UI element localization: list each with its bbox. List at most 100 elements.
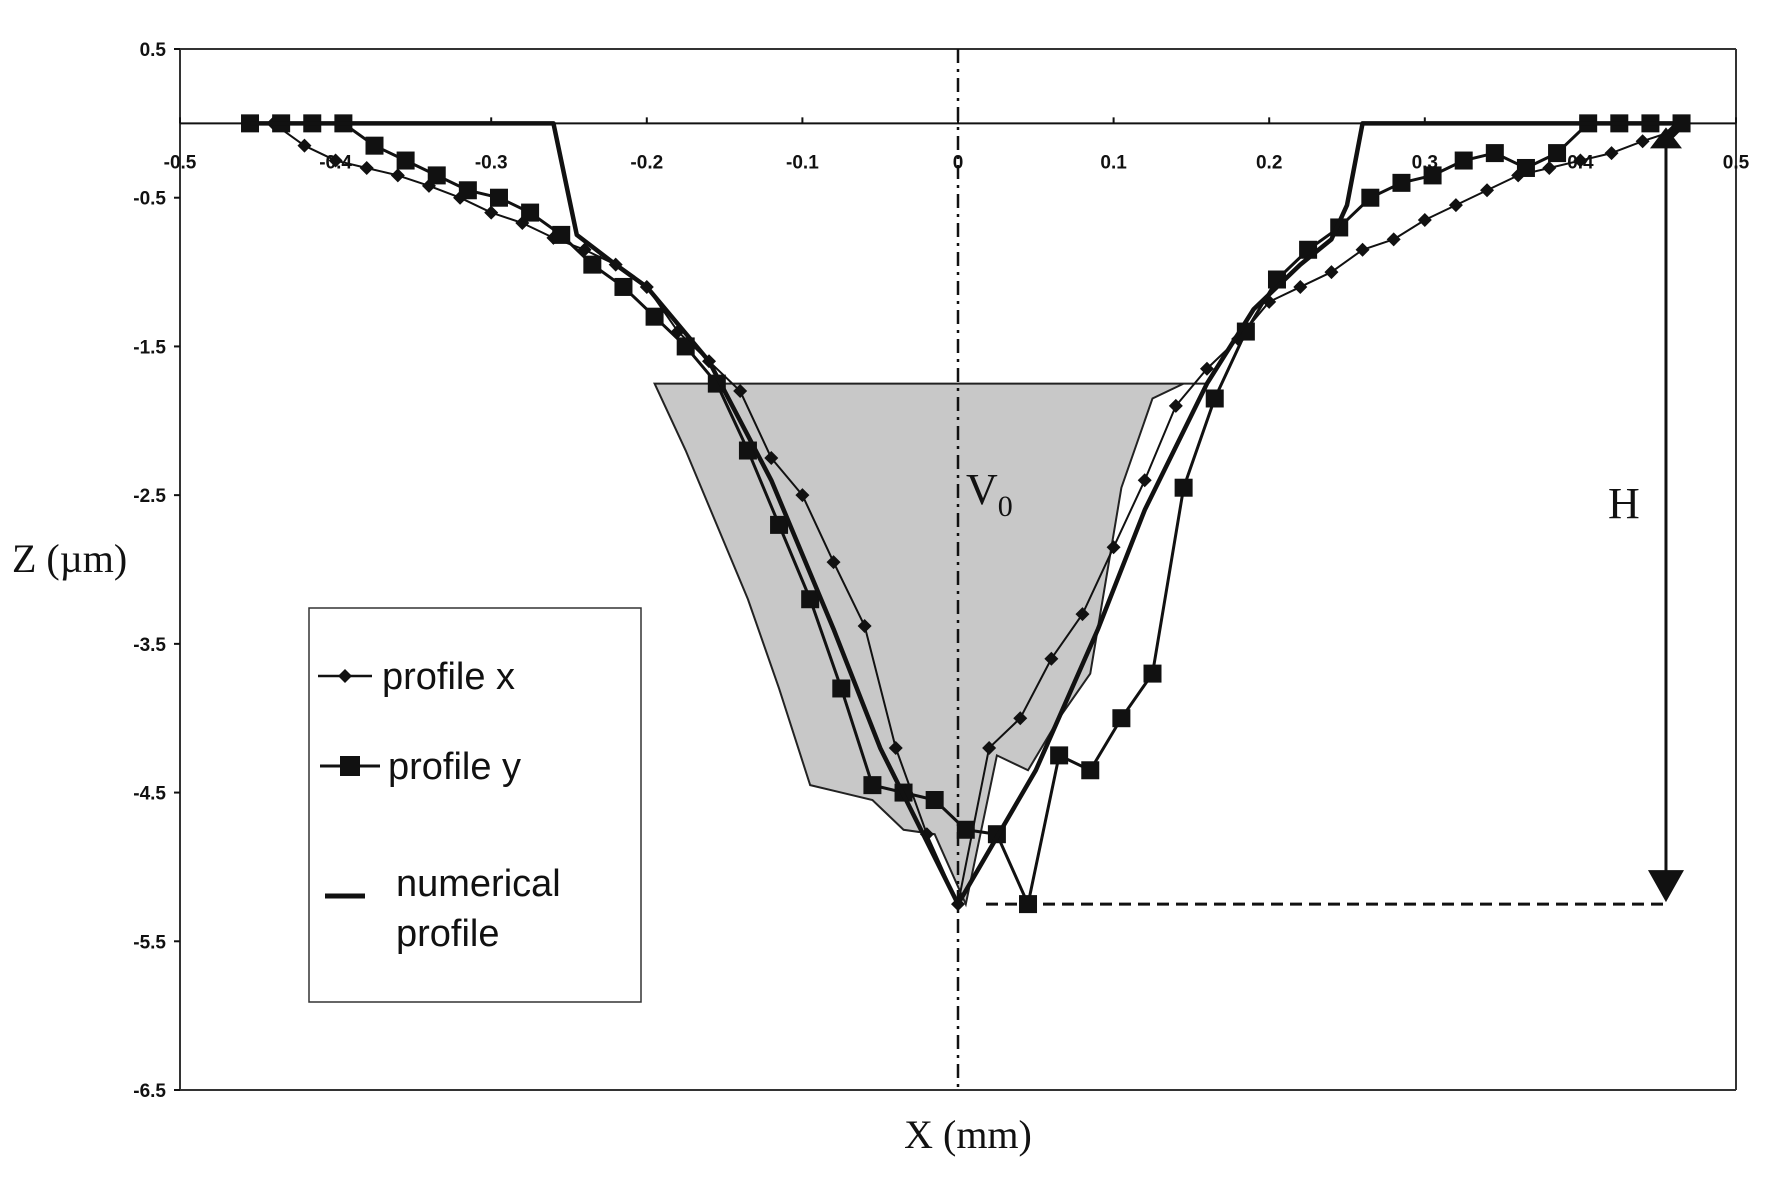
square-marker (801, 590, 820, 609)
diamond-marker (1386, 232, 1401, 247)
legend-item-profile-y: profile y (320, 746, 521, 788)
legend-square-marker (340, 756, 360, 776)
x-tick-label: 0.1 (1100, 152, 1127, 173)
shaded-volume-region (653, 382, 1207, 908)
depth-arrow-head-down (1647, 870, 1684, 903)
diamond-marker (1573, 153, 1588, 168)
diamond-marker (826, 555, 841, 570)
diamond-marker (1168, 398, 1183, 413)
y-tick-label: -2.5 (133, 486, 166, 507)
y-tick-label: -4.5 (133, 784, 166, 805)
square-marker (1081, 761, 1100, 780)
diamond-marker (1013, 711, 1028, 726)
y-tick-label: -3.5 (133, 635, 166, 656)
legend: profile x profile y numerical profile (308, 607, 642, 1003)
diamond-marker (1448, 198, 1463, 213)
square-marker (396, 151, 415, 170)
x-tick-label: 0.5 (1723, 152, 1750, 173)
diamond-marker (1355, 242, 1370, 257)
square-marker (1143, 664, 1162, 683)
square-marker (552, 225, 571, 244)
square-marker (614, 277, 633, 296)
diamond-marker (1075, 607, 1090, 622)
legend-label-profile-x: profile x (382, 656, 515, 698)
square-marker (925, 791, 944, 810)
y-axis-title: Z (µm) (12, 536, 127, 581)
tick-labels: -0.5 -0.4 -0.3 -0.2 -0.1 0 0.1 0.2 0.3 0.4 0.5 0.5 -… (133, 40, 1749, 1102)
square-marker (770, 515, 789, 534)
square-marker (956, 820, 975, 839)
square-marker (1019, 895, 1038, 914)
legend-box (308, 607, 642, 1003)
diamond-marker (1635, 134, 1650, 149)
depth-arrow-head-up (1649, 127, 1682, 149)
diamond-marker (1417, 213, 1432, 228)
diamond-marker (328, 153, 343, 168)
square-marker (1050, 746, 1069, 765)
diamond-marker (1044, 651, 1059, 666)
diamond-marker (982, 740, 997, 755)
x-tick-label: 0.4 (1567, 152, 1594, 173)
y-tick-label: -5.5 (133, 932, 166, 953)
square-marker (1392, 173, 1411, 192)
diamond-marker (733, 384, 748, 399)
x-axis-title: X (mm) (904, 1112, 1032, 1157)
legend-item-numerical-profile: numerical profile (325, 863, 561, 955)
square-marker (832, 679, 851, 698)
square-marker (1361, 188, 1380, 207)
diamond-marker (484, 205, 499, 220)
diamond-marker (795, 488, 810, 503)
diamond-marker (1604, 146, 1619, 161)
square-marker (1205, 389, 1224, 408)
diamond-marker (359, 160, 374, 175)
x-tick-label: -0.3 (475, 152, 508, 173)
square-marker (1112, 709, 1131, 728)
legend-diamond-marker (338, 669, 352, 683)
legend-label-profile-y: profile y (388, 746, 521, 788)
y-tick-label: 0.5 (140, 40, 167, 61)
square-marker (1548, 144, 1567, 163)
y-tick-label: -6.5 (133, 1081, 166, 1102)
square-marker (645, 307, 664, 326)
square-marker (489, 188, 508, 207)
square-marker (863, 776, 882, 795)
diamond-marker (1542, 160, 1557, 175)
diamond-marker (390, 168, 405, 183)
square-marker (1454, 151, 1473, 170)
diamond-marker (1293, 279, 1308, 294)
h-annotation: H (1608, 479, 1640, 528)
square-marker (1672, 114, 1691, 133)
x-tick-label: 0.3 (1412, 152, 1438, 173)
legend-label-numerical-profile: numerical profile (396, 863, 561, 955)
square-marker (521, 203, 540, 222)
diamond-marker (1137, 473, 1152, 488)
square-marker (1423, 166, 1442, 185)
diamond-marker (888, 740, 903, 755)
series-numerical-profile (250, 121, 1674, 907)
x-tick-label: 0 (953, 152, 964, 173)
y-tick-label: -1.5 (133, 337, 166, 358)
diamond-marker (1480, 183, 1495, 198)
x-tick-label: 0.2 (1256, 152, 1282, 173)
diamond-marker (764, 450, 779, 465)
shaded-area-polygon (653, 382, 1207, 908)
diamond-marker (1106, 540, 1121, 555)
square-marker (1485, 144, 1504, 163)
diamond-marker (1199, 361, 1214, 376)
square-marker (1516, 158, 1535, 177)
x-tick-label: -0.5 (164, 152, 197, 173)
v0-annotation: V0 (966, 465, 1013, 523)
reference-lines (956, 49, 1684, 1090)
x-tick-label: -0.2 (630, 152, 663, 173)
series-group (241, 114, 1691, 914)
legend-item-profile-x: profile x (318, 656, 515, 698)
series-line (250, 121, 1674, 907)
diamond-marker (857, 619, 872, 634)
square-marker (1174, 478, 1193, 497)
square-marker (365, 136, 384, 155)
square-marker (458, 181, 477, 200)
square-marker (583, 255, 602, 274)
x-tick-label: -0.4 (319, 152, 352, 173)
diamond-marker (297, 138, 312, 153)
